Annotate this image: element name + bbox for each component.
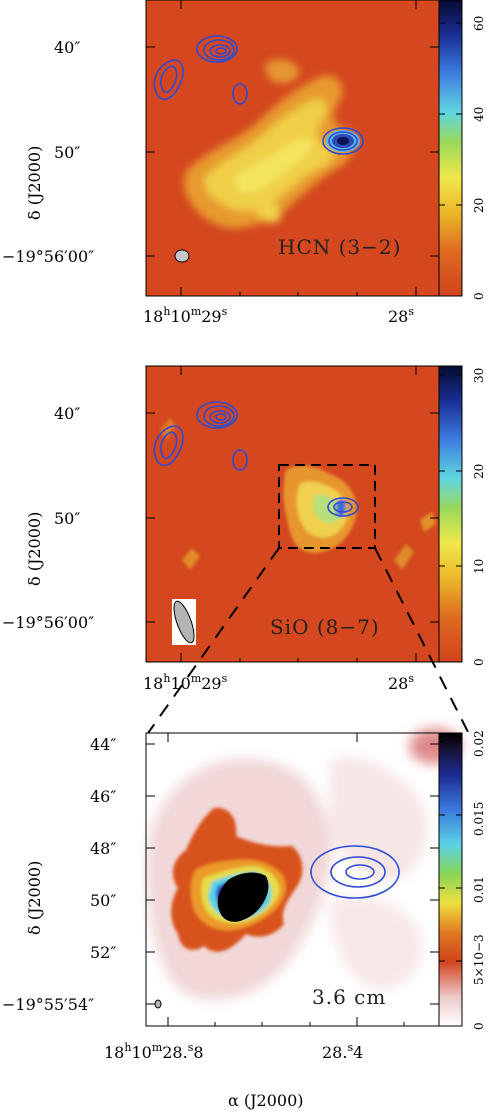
sio-ytick-2: 50″ (54, 509, 80, 528)
sio-map-label: SiO (8−7) (270, 615, 380, 639)
sio-ytick-3: −19°56′00″ (2, 613, 94, 632)
panel-sio: 40″ 50″ −19°56′00″ δ (J2000) 18h10m29s 2… (2, 365, 486, 693)
cont-y-ticks (146, 743, 439, 1005)
sio-cb-0: 0 (472, 658, 486, 666)
cont-ytick-52: 52″ (90, 943, 116, 962)
panel-continuum: 44″ 46″ 48″ 50″ 52″ −19°55′54″ δ (J2000)… (2, 728, 486, 1110)
hcn-ytick-1: 40″ (54, 38, 80, 57)
hcn-x-ticks (180, 0, 417, 296)
sio-xtick-1: 18h10m29s (143, 672, 228, 693)
cont-ytick-54: −19°55′54″ (2, 995, 94, 1014)
sio-y-ticks (146, 412, 439, 623)
cont-ytick-50: 50″ (90, 891, 116, 910)
hcn-ytick-2: 50″ (54, 143, 80, 162)
cont-ytick-48: 48″ (90, 839, 116, 858)
cont-cb-0.015: 0.015 (472, 802, 486, 836)
cont-contours (310, 845, 400, 899)
hcn-cb-60: 60 (472, 16, 486, 31)
sio-cb-30: 30 (472, 368, 486, 383)
sio-colorbar (438, 365, 463, 663)
sio-cb-20: 20 (472, 464, 486, 479)
sio-xtick-2: 28s (388, 672, 414, 693)
hcn-map-label: HCN (3−2) (278, 235, 401, 259)
hcn-core-inner (337, 137, 349, 145)
cont-xtick-2: 28.s4 (322, 1041, 363, 1062)
cont-cb-0.01: 0.01 (472, 876, 486, 903)
sio-ytick-1: 40″ (54, 404, 80, 423)
cont-ytick-44: 44″ (90, 735, 116, 754)
sio-beam-icon (173, 600, 195, 644)
hcn-contours (153, 35, 364, 155)
cont-map-label: 3.6 cm (312, 985, 386, 1009)
cont-ylabel: δ (J2000) (25, 861, 44, 935)
zoom-connectors (145, 547, 471, 737)
cont-core (217, 872, 269, 922)
sio-x-ticks (180, 366, 417, 662)
cont-colorbar-ticks (439, 741, 462, 1027)
cont-xtick-1: 18h10m28.s8 (104, 1041, 204, 1062)
sio-contours (153, 401, 359, 517)
sio-zoom-box (278, 464, 376, 549)
sio-ylabel: δ (J2000) (25, 512, 44, 586)
cont-x-ticks (167, 733, 405, 1026)
hcn-cb-0: 0 (472, 292, 486, 300)
hcn-cb-20: 20 (472, 198, 486, 213)
cont-xlabel: α (J2000) (228, 1091, 304, 1110)
hcn-xtick-2: 28s (388, 305, 414, 326)
hcn-ytick-3: −19°56′00″ (2, 247, 94, 266)
cont-colorbar (438, 732, 463, 1027)
cont-cb-5e-3: 5×10−3 (472, 934, 486, 985)
cont-beam-icon (154, 999, 162, 1009)
sio-emission (160, 418, 436, 570)
sio-cb-10: 10 (472, 559, 486, 574)
hcn-beam-icon (174, 249, 190, 263)
sio-colorbar-ticks (439, 374, 462, 663)
hcn-y-ticks (146, 46, 439, 257)
hcn-xtick-1: 18h10m29s (143, 305, 228, 326)
hcn-colorbar-ticks (439, 22, 462, 297)
panel-hcn: 40″ 50″ −19°56′00″ δ (J2000) 18h10m29s 2… (2, 0, 486, 326)
cont-cb-0.02: 0.02 (472, 730, 486, 757)
cont-cb-0: 0 (472, 1022, 486, 1030)
hcn-emission (183, 59, 356, 229)
cont-ytick-46: 46″ (90, 787, 116, 806)
hcn-ylabel: δ (J2000) (25, 146, 44, 220)
hcn-cb-40: 40 (472, 107, 486, 122)
hcn-colorbar (438, 0, 463, 297)
